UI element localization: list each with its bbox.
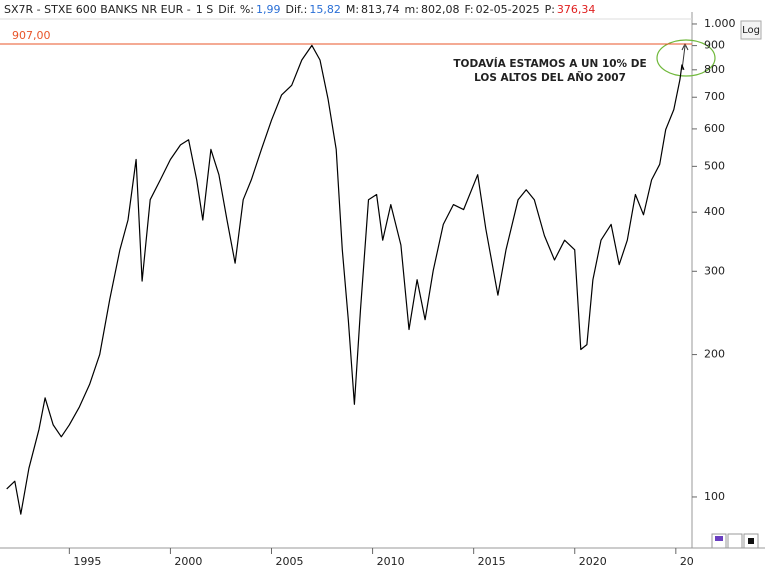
period: 1 S bbox=[195, 3, 214, 16]
y-tick-label: 100 bbox=[704, 490, 725, 503]
header-label: P: bbox=[544, 3, 555, 16]
annotation: TODAVÍA ESTAMOS A UN 10% DE bbox=[453, 57, 646, 70]
y-tick-label: 600 bbox=[704, 122, 725, 135]
annotation: LOS ALTOS DEL AÑO 2007 bbox=[474, 71, 626, 84]
y-tick-label: 500 bbox=[704, 159, 725, 172]
x-tick-label: 2020 bbox=[579, 555, 607, 568]
y-tick-label: 800 bbox=[704, 63, 725, 76]
y-tick-label: 900 bbox=[704, 39, 725, 52]
header-label: M: bbox=[345, 3, 360, 16]
header-value: 802,08 bbox=[420, 3, 460, 16]
header-value: 376,34 bbox=[556, 3, 596, 16]
save-icon-inner bbox=[715, 536, 723, 541]
header-label: Dif.: bbox=[285, 3, 308, 16]
header-value: 02-05-2025 bbox=[475, 3, 540, 16]
y-tick-label: 400 bbox=[704, 205, 725, 218]
header: SX7R - STXE 600 BANKS NR EUR - 1 S Dif. %:… bbox=[4, 3, 600, 16]
x-tick-label: 1995 bbox=[73, 555, 101, 568]
x-tick-label: 2015 bbox=[478, 555, 506, 568]
y-tick-label: 700 bbox=[704, 90, 725, 103]
log-button-label[interactable]: Log bbox=[742, 25, 760, 36]
x-tick-label: 2005 bbox=[276, 555, 304, 568]
header-label: Dif. %: bbox=[218, 3, 255, 16]
x-tick-label: 20 bbox=[680, 555, 694, 568]
header-label: m: bbox=[404, 3, 419, 16]
header-value: 1,99 bbox=[256, 3, 281, 16]
x-tick-label: 2000 bbox=[174, 555, 202, 568]
y-tick-label: 300 bbox=[704, 264, 725, 277]
highlight-circle bbox=[656, 39, 716, 77]
log-button[interactable] bbox=[740, 20, 762, 40]
pin-icon[interactable] bbox=[727, 533, 743, 549]
window-icon-inner bbox=[748, 538, 754, 544]
y-tick-label: 200 bbox=[704, 348, 725, 361]
header-label: F: bbox=[464, 3, 474, 16]
ticker: SX7R - STXE 600 BANKS NR EUR - bbox=[4, 3, 191, 16]
reference-label: 907,00 bbox=[12, 29, 51, 42]
price-line bbox=[6, 44, 685, 515]
y-tick-label: 1.000 bbox=[704, 17, 736, 30]
header-value: 15,82 bbox=[309, 3, 341, 16]
x-tick-label: 2010 bbox=[377, 555, 405, 568]
header-value: 813,74 bbox=[361, 3, 400, 16]
